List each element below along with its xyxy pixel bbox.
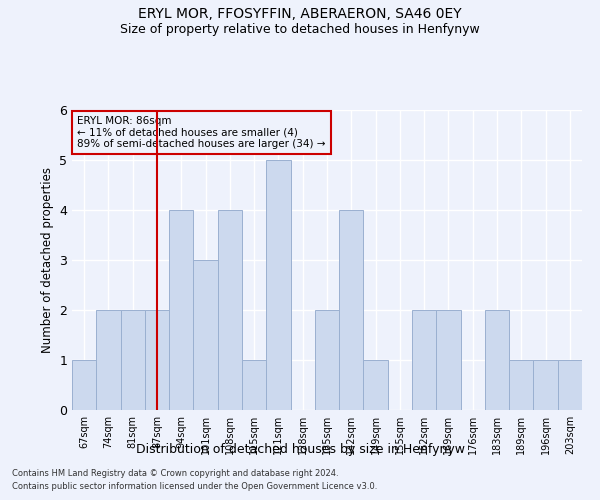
Text: Contains HM Land Registry data © Crown copyright and database right 2024.: Contains HM Land Registry data © Crown c… bbox=[12, 468, 338, 477]
Text: ERYL MOR, FFOSYFFIN, ABERAERON, SA46 0EY: ERYL MOR, FFOSYFFIN, ABERAERON, SA46 0EY bbox=[138, 8, 462, 22]
Bar bbox=[533, 360, 558, 410]
Bar bbox=[218, 210, 242, 410]
Bar bbox=[315, 310, 339, 410]
Bar bbox=[412, 310, 436, 410]
Text: Size of property relative to detached houses in Henfynyw: Size of property relative to detached ho… bbox=[120, 22, 480, 36]
Bar bbox=[436, 310, 461, 410]
Y-axis label: Number of detached properties: Number of detached properties bbox=[41, 167, 53, 353]
Text: ERYL MOR: 86sqm
← 11% of detached houses are smaller (4)
89% of semi-detached ho: ERYL MOR: 86sqm ← 11% of detached houses… bbox=[77, 116, 326, 149]
Bar bbox=[145, 310, 169, 410]
Bar bbox=[169, 210, 193, 410]
Bar bbox=[193, 260, 218, 410]
Bar bbox=[339, 210, 364, 410]
Bar bbox=[121, 310, 145, 410]
Text: Contains public sector information licensed under the Open Government Licence v3: Contains public sector information licen… bbox=[12, 482, 377, 491]
Bar bbox=[242, 360, 266, 410]
Bar bbox=[364, 360, 388, 410]
Bar bbox=[266, 160, 290, 410]
Bar bbox=[509, 360, 533, 410]
Bar bbox=[96, 310, 121, 410]
Bar bbox=[558, 360, 582, 410]
Bar bbox=[485, 310, 509, 410]
Bar bbox=[72, 360, 96, 410]
Text: Distribution of detached houses by size in Henfynyw: Distribution of detached houses by size … bbox=[136, 442, 464, 456]
